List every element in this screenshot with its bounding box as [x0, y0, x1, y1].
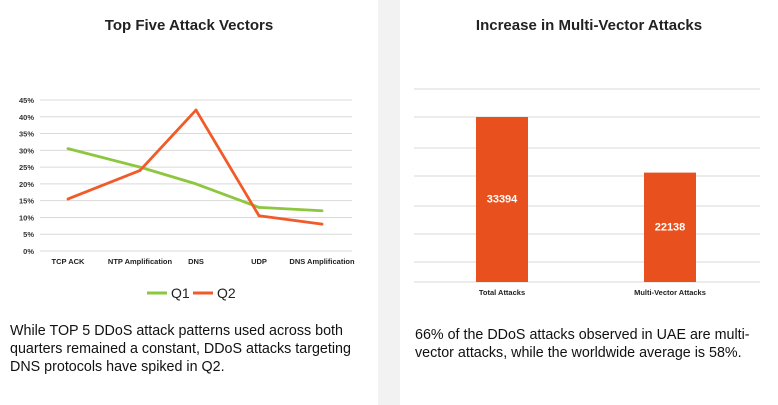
y-tick-label: 15%: [19, 197, 34, 206]
bar-value-label: 22138: [655, 221, 686, 233]
series-Q1-point: [257, 205, 261, 209]
x-tick-label: Total Attacks: [479, 288, 525, 297]
x-tick-label: DNS: [188, 257, 204, 266]
series-Q2-point: [138, 169, 142, 172]
attack-vectors-card: Top Five Attack Vectors 0% 5% 10% 15% 20% 25%…: [0, 0, 378, 405]
x-tick-label: UDP: [251, 257, 267, 266]
x-tick-label: TCP ACK: [52, 257, 86, 266]
x-tick-label: NTP Amplification: [108, 257, 173, 266]
series-Q1-point: [320, 209, 324, 213]
series-Q2-point: [194, 108, 198, 112]
series-Q2-point: [66, 197, 70, 201]
attack-vectors-caption: While TOP 5 DDoS attack patterns used ac…: [10, 323, 351, 375]
series-Q1-point: [66, 147, 70, 151]
legend-label-Q2: Q2: [217, 285, 236, 301]
y-tick-label: 10%: [19, 213, 34, 222]
bar-0: [476, 117, 528, 282]
attack-vectors-line-chart: 0% 5% 10% 15% 20% 25% 30% 35% 40% 45% TCP ACK NTP A…: [19, 96, 355, 301]
y-tick-label: 0%: [23, 247, 34, 256]
x-tick-label: DNS Amplification: [289, 257, 355, 266]
y-tick-label: 40%: [19, 113, 34, 122]
series-Q1-line: [67, 147, 323, 213]
y-tick-label: 5%: [23, 230, 34, 239]
bar-1: [644, 172, 696, 282]
y-tick-label: 45%: [19, 96, 34, 105]
series-Q2-point: [320, 222, 324, 226]
y-tick-label: 20%: [19, 180, 34, 189]
series-Q1-point: [194, 182, 198, 186]
x-tick-label: Multi-Vector Attacks: [634, 288, 706, 297]
y-tick-label: 35%: [19, 130, 34, 139]
multi-vector-card: Increase in Multi-Vector Attacks 33394 To…: [400, 0, 778, 405]
y-tick-label: 25%: [19, 163, 34, 172]
bar-value-label: 33394: [487, 194, 518, 206]
multi-vector-title: Increase in Multi-Vector Attacks: [475, 17, 703, 34]
multi-vector-bar-chart: 33394 Total Attacks 22138 Multi-Vector Atta…: [414, 88, 760, 297]
multi-vector-caption: 66% of the DDoS attacks observed in UAE …: [415, 327, 750, 361]
series-Q2-point: [257, 214, 261, 218]
legend-label-Q1: Q1: [171, 285, 190, 301]
y-tick-label: 30%: [19, 146, 34, 155]
attack-vectors-title: Top Five Attack Vectors: [104, 17, 274, 34]
